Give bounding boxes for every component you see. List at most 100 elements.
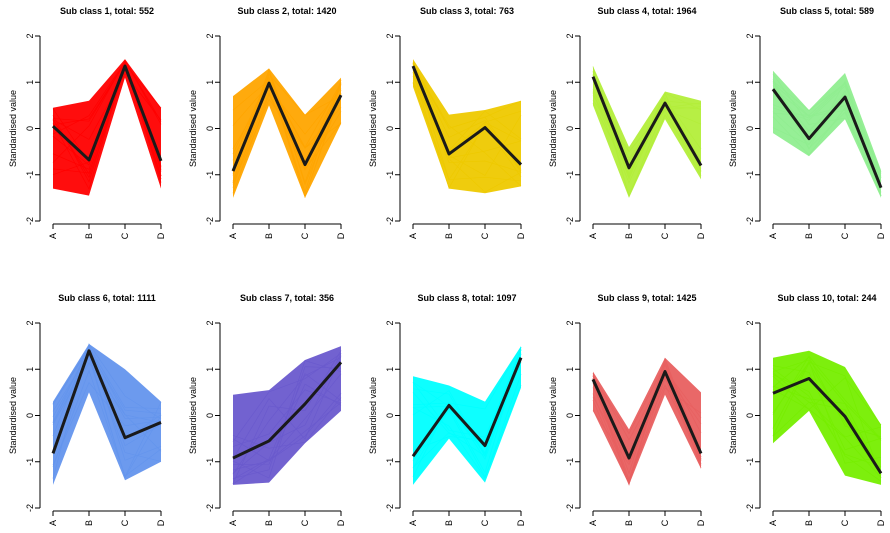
y-tick-label: -2: [205, 217, 215, 225]
x-tick-label: D: [696, 232, 706, 239]
x-tick-label: B: [804, 233, 814, 239]
y-tick-label: 2: [205, 320, 215, 325]
y-tick-label: -2: [745, 504, 755, 512]
x-tick-label: D: [876, 232, 886, 239]
y-axis: -2 -1 0 1 2 Standardised value: [8, 33, 41, 225]
profile-line: [772, 374, 882, 482]
y-tick-label: 1: [25, 80, 35, 85]
subplot-title: Sub class 3, total: 763: [420, 6, 514, 16]
x-tick-label: D: [156, 232, 166, 239]
profile-line: [412, 384, 522, 478]
y-tick-label: 2: [205, 33, 215, 38]
x-tick-label: A: [408, 233, 418, 239]
profile-line: [232, 353, 342, 474]
profile-line: [232, 353, 342, 442]
x-tick-label: D: [336, 232, 346, 239]
y-axis: -2 -1 0 1 2 Standardised value: [548, 320, 581, 512]
y-tick-label: -1: [385, 171, 395, 179]
y-axis: -2 -1 0 1 2 Standardised value: [188, 320, 221, 512]
profile-line: [232, 373, 342, 480]
x-tick-label: C: [120, 519, 130, 526]
x-axis: A B C D: [408, 223, 526, 239]
x-tick-label: C: [840, 519, 850, 526]
profile-line: [52, 62, 162, 183]
profile-line: [52, 352, 162, 479]
profile-line: [412, 63, 522, 181]
profile-band: [773, 350, 881, 485]
y-axis-label: Standardised value: [8, 377, 18, 454]
mean-profile-line: [411, 65, 523, 166]
profile-line: [412, 349, 522, 474]
profile-line: [592, 66, 702, 198]
subplot-title: Sub class 9, total: 1425: [597, 293, 696, 303]
x-tick-label: B: [624, 233, 634, 239]
x-tick-label: A: [768, 520, 778, 526]
y-tick-label: -2: [385, 504, 395, 512]
y-tick-label: -2: [25, 504, 35, 512]
y-tick-label: -2: [25, 217, 35, 225]
profile-line: [412, 352, 522, 438]
subplot-6: Sub class 6, total: 1111 -2 -1 0 1 2 Standardi…: [8, 293, 166, 526]
mean-profile-line: [232, 361, 343, 460]
profile-line: [52, 343, 162, 479]
subplot-7: Sub class 7, total: 356 -2 -1 0 1 2 Standardis…: [188, 293, 346, 526]
profile-line: [52, 348, 162, 452]
mean-profile-line: [591, 370, 703, 460]
mean-profile-line: [51, 64, 163, 162]
x-tick-label: B: [444, 233, 454, 239]
y-tick-label: 2: [385, 33, 395, 38]
x-axis: A B C D: [588, 223, 706, 239]
y-tick-label: -1: [25, 458, 35, 466]
profile-line: [52, 355, 162, 422]
profile-line: [52, 362, 162, 424]
profile-line: [52, 72, 162, 140]
profile-band: [53, 343, 161, 485]
y-tick-label: 1: [205, 367, 215, 372]
x-tick-label: A: [48, 233, 58, 239]
profile-line: [772, 80, 882, 189]
x-tick-label: D: [336, 519, 346, 526]
profile-line: [412, 81, 522, 152]
profile-line: [772, 356, 882, 438]
x-tick-label: A: [228, 233, 238, 239]
profile-line: [592, 372, 702, 441]
x-tick-label: B: [444, 520, 454, 526]
y-tick-label: 1: [565, 367, 575, 372]
profile-line: [232, 397, 342, 449]
x-tick-label: C: [660, 232, 670, 239]
x-tick-label: B: [84, 520, 94, 526]
y-tick-label: 0: [565, 413, 575, 418]
x-axis: A B C D: [768, 510, 886, 526]
y-tick-label: -2: [385, 217, 395, 225]
profile-line: [772, 401, 882, 438]
subplot-title: Sub class 1, total: 552: [60, 6, 154, 16]
subplot-9: Sub class 9, total: 1425 -2 -1 0 1 2 Standardi…: [548, 293, 706, 526]
y-axis-label: Standardised value: [8, 90, 18, 167]
y-axis-label: Standardised value: [188, 90, 198, 167]
x-tick-label: D: [696, 519, 706, 526]
subplot-5: Sub class 5, total: 589 -2 -1 0 1 2 Standardis…: [728, 6, 886, 239]
mean-profile-line: [772, 377, 883, 475]
x-tick-label: A: [588, 233, 598, 239]
y-tick-label: 0: [25, 126, 35, 131]
x-tick-label: A: [768, 233, 778, 239]
y-axis: -2 -1 0 1 2 Standardised value: [368, 320, 401, 512]
profile-lines: [52, 343, 162, 479]
x-tick-label: D: [516, 232, 526, 239]
subplot-3: Sub class 3, total: 763 -2 -1 0 1 2 Standardis…: [368, 6, 526, 239]
y-tick-label: 2: [745, 320, 755, 325]
profile-line: [772, 375, 882, 426]
profile-line: [412, 361, 522, 455]
profile-line: [412, 76, 522, 153]
y-tick-label: 0: [385, 413, 395, 418]
y-axis-label: Standardised value: [548, 90, 558, 167]
y-tick-label: 0: [25, 413, 35, 418]
subplot-title: Sub class 6, total: 1111: [58, 293, 156, 303]
profile-line: [412, 82, 522, 182]
y-tick-label: 0: [385, 126, 395, 131]
x-tick-label: C: [120, 232, 130, 239]
profile-line: [52, 63, 162, 175]
x-tick-label: A: [588, 520, 598, 526]
y-tick-label: -2: [205, 504, 215, 512]
y-tick-label: 0: [565, 126, 575, 131]
